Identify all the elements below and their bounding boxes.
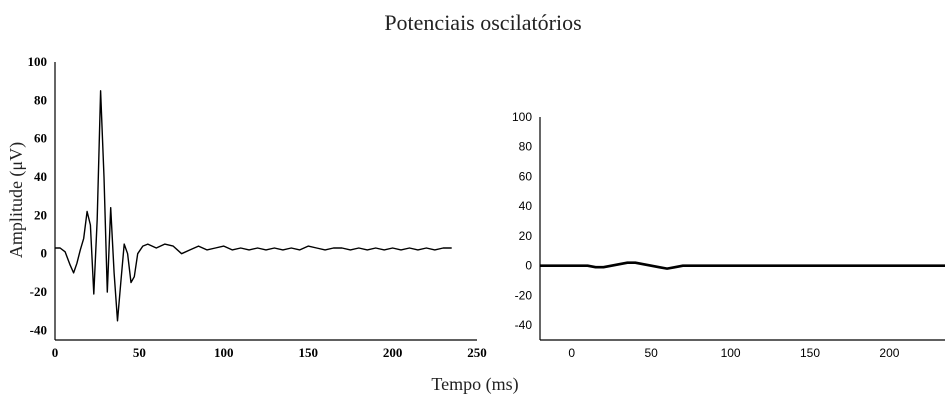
left-signal-line xyxy=(55,90,452,322)
left-y-tick-label: -40 xyxy=(30,322,47,337)
right-x-tick-label: 100 xyxy=(721,346,741,360)
right-signal-line xyxy=(540,261,945,270)
left-x-tick-label: 250 xyxy=(467,345,487,360)
right-x-tick-label: 200 xyxy=(879,346,899,360)
left-y-tick-label: 80 xyxy=(34,92,47,107)
right-y-tick-label: 100 xyxy=(512,110,532,124)
right-y-tick-label: 40 xyxy=(519,199,533,213)
figure-title: Potenciais oscilatórios xyxy=(384,10,581,35)
left-y-tick-label: 100 xyxy=(28,54,48,69)
right-y-tick-label: 80 xyxy=(519,140,533,154)
left-x-tick-label: 200 xyxy=(383,345,403,360)
right-y-tick-label: 0 xyxy=(525,259,532,273)
left-y-tick-label: 20 xyxy=(34,207,47,222)
left-x-tick-label: 50 xyxy=(133,345,146,360)
right-y-tick-label: -40 xyxy=(515,318,533,332)
left-y-tick-label: 40 xyxy=(34,169,47,184)
left-y-tick-label: 60 xyxy=(34,131,47,146)
right-y-tick-label: 60 xyxy=(519,169,533,183)
y-axis-label: Amplitude (μV) xyxy=(6,142,27,258)
x-axis-label: Tempo (ms) xyxy=(431,374,518,394)
left-y-tick-label: 0 xyxy=(41,246,48,261)
right-x-tick-label: 0 xyxy=(568,346,575,360)
right-y-tick-label: -20 xyxy=(515,288,533,302)
right-x-tick-label: 50 xyxy=(644,346,658,360)
left-x-tick-label: 100 xyxy=(214,345,234,360)
left-x-tick-label: 0 xyxy=(52,345,59,360)
right-y-tick-label: 20 xyxy=(519,229,533,243)
left-x-tick-label: 150 xyxy=(298,345,318,360)
left-y-tick-label: -20 xyxy=(30,284,47,299)
right-x-tick-label: 150 xyxy=(800,346,820,360)
